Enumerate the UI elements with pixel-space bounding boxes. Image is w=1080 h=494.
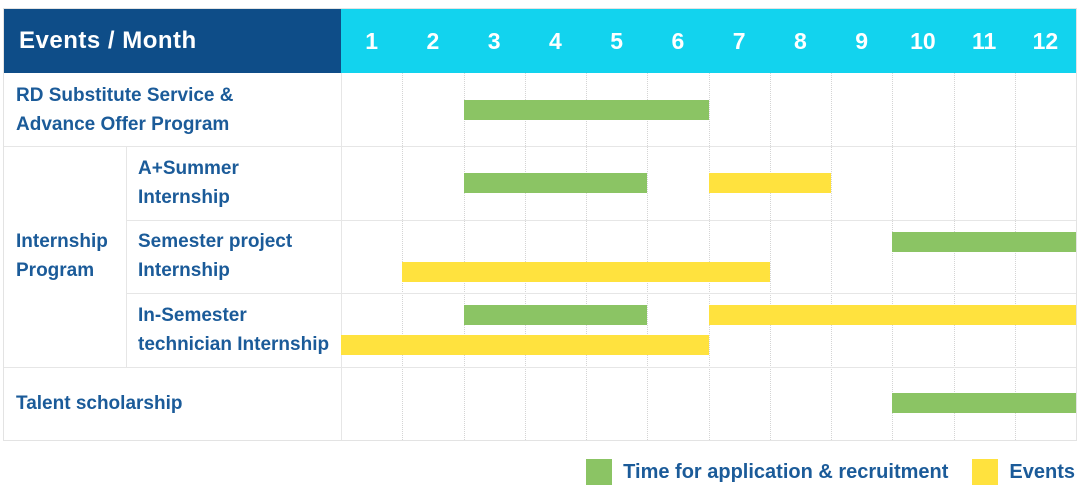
month-gridline (953, 73, 955, 440)
month-gridline (1014, 73, 1016, 440)
month-header-cell-11: 11 (971, 27, 997, 54)
month-header-cell-1: 1 (365, 27, 379, 54)
row-label-line: Advance Offer Program (16, 113, 230, 135)
group-sublabel-divider (126, 146, 127, 367)
application-legend-label: Time for application & recruitment (623, 460, 949, 483)
application-legend-swatch (586, 459, 613, 485)
events-legend-swatch (972, 459, 999, 485)
events-month-header-cell: Events / Month (4, 9, 341, 73)
month-gridline (524, 73, 526, 440)
table-header-row: Events / Month 1 2 3 4 5 6 7 8 9 10 11 12 (4, 9, 1076, 73)
row-border (4, 146, 1076, 148)
month-header-cell-9: 9 (855, 27, 869, 54)
row-label-line: Internship (138, 260, 230, 282)
month-header-cell-3: 3 (487, 27, 501, 54)
row-label-cell: Talent scholarship (4, 367, 341, 440)
month-header-cell-4: 4 (548, 27, 562, 54)
row-label-cell: A+Summer Internship (126, 146, 341, 219)
month-header-cell-10: 10 (910, 27, 936, 54)
chart-legend: Time for application & recruitment Event… (586, 459, 1075, 485)
month-gridline (463, 73, 465, 440)
gantt-bar-application (463, 99, 709, 120)
row-border (126, 293, 1076, 295)
month-header-cell-6: 6 (671, 27, 685, 54)
row-label-line: A+Summer (138, 158, 239, 180)
gantt-bar-event (341, 334, 709, 355)
gantt-bar-application (463, 304, 648, 325)
gantt-bar-event (402, 261, 770, 282)
row-label-line: Semester project (138, 231, 293, 253)
row-label-line: Internship (138, 187, 230, 209)
group-label-line: Program (16, 260, 95, 282)
label-chart-divider (341, 73, 342, 440)
table-title: Events / Month (19, 27, 197, 54)
month-gridline (769, 73, 771, 440)
month-header-cell-12: 12 (1032, 27, 1059, 54)
gantt-body: RD Substitute Service & Advance Offer Pro… (4, 73, 1076, 440)
events-legend-label: Events (1009, 460, 1075, 483)
group-label-cell: Internship Program (4, 146, 126, 366)
month-gridline (586, 73, 587, 440)
row-label-cell: Semester project Internship (126, 220, 341, 293)
month-header-cell-7: 7 (732, 27, 746, 54)
gantt-bar-application (892, 231, 1076, 252)
gantt-bar-event (708, 304, 1076, 325)
month-gridline (892, 73, 894, 440)
gantt-bar-application (892, 393, 1076, 414)
month-gridline (708, 73, 710, 440)
month-gridline (647, 73, 649, 440)
gantt-bar-application (463, 173, 648, 194)
month-header-strip: 1 2 3 4 5 6 7 8 9 10 11 12 (341, 9, 1076, 73)
group-label-line: Internship (16, 231, 108, 253)
row-label-line: technician Internship (138, 333, 330, 355)
row-label-cell: RD Substitute Service & Advance Offer Pro… (4, 73, 341, 146)
month-gridline (402, 73, 404, 440)
gantt-table: Events / Month 1 2 3 4 5 6 7 8 9 10 11 12 RD Substi… (3, 8, 1077, 441)
month-header-cell-2: 2 (426, 27, 440, 54)
month-header-cell-8: 8 (793, 27, 807, 54)
month-header-cell-5: 5 (610, 27, 624, 54)
row-border (126, 219, 1076, 221)
gantt-bar-event (708, 173, 831, 194)
month-gridline (831, 73, 832, 440)
row-border (4, 366, 1076, 368)
row-label-line: RD Substitute Service & (16, 84, 234, 106)
row-label-line: In-Semester (138, 304, 247, 326)
row-label-cell: In-Semester technician Internship (126, 293, 341, 366)
row-label-line: Talent scholarship (16, 392, 183, 414)
